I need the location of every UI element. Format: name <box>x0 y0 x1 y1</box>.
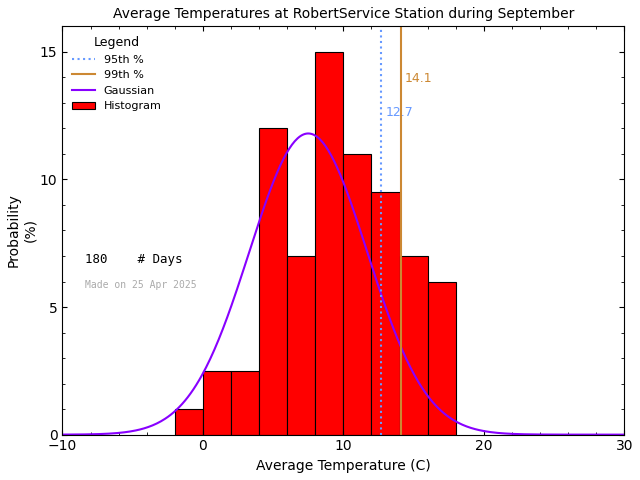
Bar <box>231 371 259 434</box>
Y-axis label: Probability
(%): Probability (%) <box>7 193 37 267</box>
Title: Average Temperatures at RobertService Station during September: Average Temperatures at RobertService St… <box>113 7 574 21</box>
X-axis label: Average Temperature (C): Average Temperature (C) <box>256 459 431 473</box>
Bar <box>371 192 399 434</box>
Text: 12.7: 12.7 <box>385 106 413 119</box>
Legend: 95th %, 99th %, Gaussian, Histogram: 95th %, 99th %, Gaussian, Histogram <box>68 32 166 116</box>
Bar <box>316 52 343 434</box>
Bar <box>343 154 371 434</box>
Bar <box>287 256 316 434</box>
Bar <box>399 256 428 434</box>
Bar <box>259 128 287 434</box>
Bar <box>175 409 203 434</box>
Text: 14.1: 14.1 <box>405 72 433 85</box>
Bar <box>428 281 456 434</box>
Bar <box>203 371 231 434</box>
Text: 180    # Days: 180 # Days <box>85 253 182 266</box>
Text: Made on 25 Apr 2025: Made on 25 Apr 2025 <box>85 280 196 289</box>
